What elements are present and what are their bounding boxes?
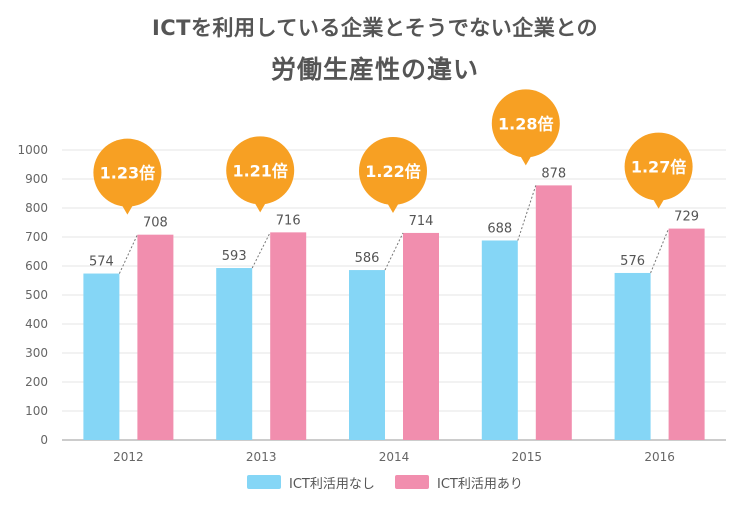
legend-item-without-ict: ICT利活用なし <box>247 470 375 494</box>
data-label: 714 <box>409 214 434 229</box>
bar-with-ict <box>403 232 439 440</box>
x-tick-label: 2013 <box>246 450 277 464</box>
data-label: 688 <box>487 221 512 236</box>
y-tick-label: 900 <box>25 172 48 186</box>
x-tick-label: 2015 <box>512 450 543 464</box>
ratio-connector <box>384 232 404 271</box>
data-label: 574 <box>89 255 114 270</box>
legend-label-with-ict: ICT利活用あり <box>437 476 523 492</box>
ratio-label: 1.27倍 <box>631 158 686 177</box>
ratio-bubble <box>624 132 693 201</box>
ratio-label: 1.21倍 <box>232 161 287 180</box>
data-label: 586 <box>355 251 380 266</box>
bar-without-ict <box>349 270 385 440</box>
ratio-bubble <box>491 89 560 158</box>
y-tick-label: 700 <box>25 230 48 244</box>
data-label: 708 <box>143 216 168 231</box>
bar-with-ict <box>535 185 572 440</box>
y-tick-label: 400 <box>25 317 48 331</box>
legend-swatch-with-ict <box>395 475 429 489</box>
data-label: 576 <box>620 254 645 269</box>
y-tick-label: 800 <box>25 201 48 215</box>
bar-without-ict <box>481 240 518 440</box>
bar-without-ict <box>216 268 253 440</box>
title-line-1: ICTを利用している企業とそうでない企業との <box>151 16 599 40</box>
ratio-connector <box>517 185 537 241</box>
ratio-bubble <box>359 136 427 205</box>
data-label: 878 <box>541 166 566 181</box>
y-tick-label: 600 <box>25 259 48 273</box>
y-tick-label: 100 <box>25 404 48 418</box>
ratio-label: 1.22倍 <box>365 162 420 181</box>
bar-with-ict <box>137 234 174 440</box>
y-tick-label: 1000 <box>17 143 48 157</box>
bar-without-ict <box>83 273 120 440</box>
y-tick-label: 500 <box>25 288 48 302</box>
x-tick-label: 2012 <box>113 450 144 464</box>
ratio-bubble <box>93 138 162 207</box>
legend-label-without-ict: ICT利活用なし <box>289 476 375 492</box>
ratio-connector <box>251 232 271 269</box>
legend-item-with-ict: ICT利活用あり <box>395 470 523 494</box>
y-tick-label: 300 <box>25 346 48 360</box>
bar-without-ict <box>614 272 651 440</box>
ratio-label: 1.28倍 <box>498 114 553 133</box>
bar-with-ict <box>270 232 307 440</box>
legend: ICT利活用なし ICT利活用あり <box>0 470 750 496</box>
title-line-2: 労働生産性の違い <box>270 55 479 84</box>
ratio-bubble <box>226 136 295 205</box>
x-tick-label: 2016 <box>644 450 675 464</box>
legend-swatch-without-ict <box>247 475 281 489</box>
y-tick-label: 200 <box>25 375 48 389</box>
data-label: 729 <box>674 210 699 225</box>
ratio-connector <box>118 234 138 274</box>
data-label: 716 <box>276 213 301 228</box>
x-tick-label: 2014 <box>379 450 410 464</box>
ratio-label: 1.23倍 <box>100 164 155 183</box>
bar-with-ict <box>668 228 705 440</box>
data-label: 593 <box>222 249 247 264</box>
y-tick-label: 0 <box>40 433 48 447</box>
